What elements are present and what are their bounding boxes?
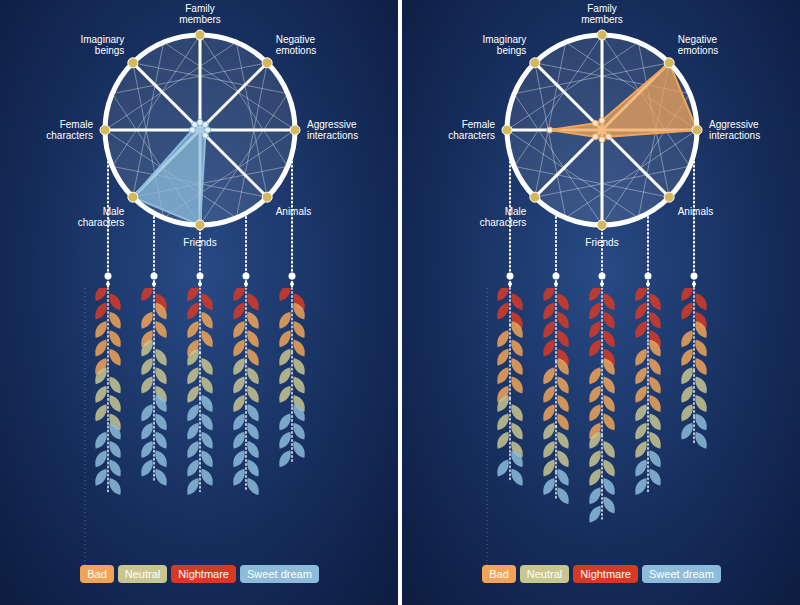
html-text:Bad: Bad — [87, 568, 107, 580]
svg-text:Imaginarybeings: Imaginarybeings — [482, 34, 526, 56]
svg-text:Animals: Animals — [678, 206, 714, 217]
svg-text:Aggressiveinteractions: Aggressiveinteractions — [307, 119, 358, 141]
svg-text:Malecharacters: Malecharacters — [480, 206, 527, 228]
svg-text:Negativeemotions: Negativeemotions — [276, 34, 317, 56]
html-text:Nightmare: Nightmare — [580, 568, 631, 580]
html-text:Bad: Bad — [489, 568, 509, 580]
svg-text:Femalecharacters: Femalecharacters — [448, 119, 495, 141]
svg-text:Negativeemotions: Negativeemotions — [678, 34, 719, 56]
svg-text:Animals: Animals — [276, 206, 312, 217]
svg-text:Friends: Friends — [585, 237, 618, 248]
svg-text:Friends: Friends — [183, 237, 216, 248]
html-text:Neutral: Neutral — [124, 568, 161, 580]
svg-text:Malecharacters: Malecharacters — [78, 206, 125, 228]
svg-text:Aggressiveinteractions: Aggressiveinteractions — [709, 119, 760, 141]
html-text:Nightmare: Nightmare — [178, 568, 229, 580]
svg-text:Imaginarybeings: Imaginarybeings — [80, 34, 124, 56]
svg-text:Familymembers: Familymembers — [581, 3, 623, 25]
svg-text:Femalecharacters: Femalecharacters — [46, 119, 93, 141]
html-text:Sweet dream: Sweet dream — [247, 568, 312, 580]
html-text:Neutral: Neutral — [526, 568, 563, 580]
svg-text:Familymembers: Familymembers — [179, 3, 221, 25]
html-text:Sweet dream: Sweet dream — [649, 568, 714, 580]
